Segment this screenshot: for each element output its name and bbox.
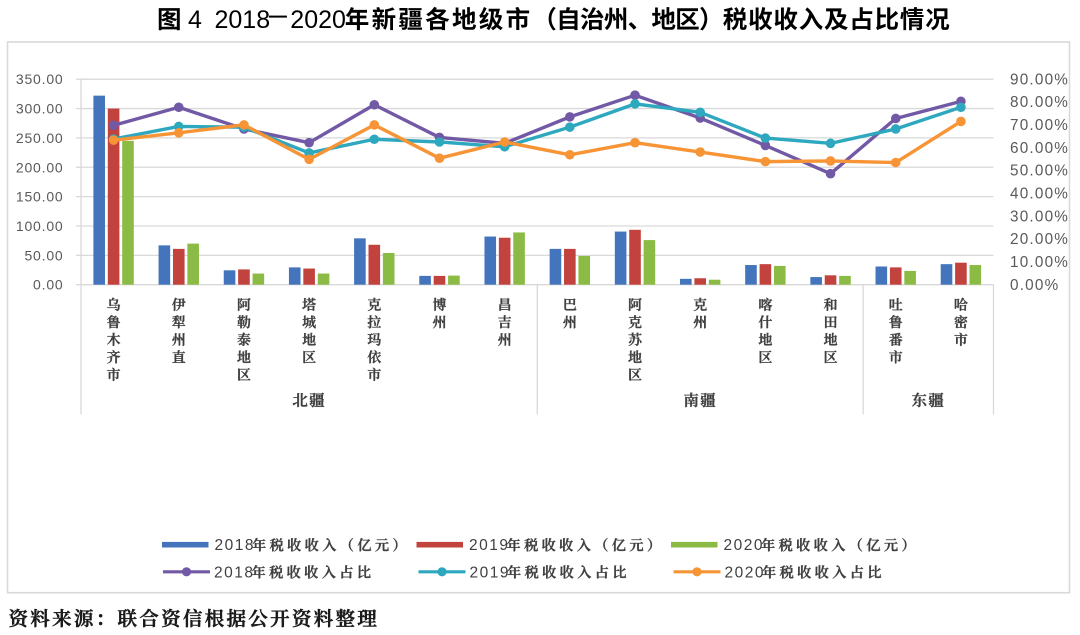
svg-text:10.00%: 10.00% <box>1010 254 1069 271</box>
svg-text:200.00: 200.00 <box>16 159 64 175</box>
svg-text:90.00%: 90.00% <box>1010 71 1069 88</box>
svg-text:300.00: 300.00 <box>16 101 64 117</box>
svg-text:70.00%: 70.00% <box>1010 117 1069 134</box>
svg-text:100.00: 100.00 <box>16 218 64 234</box>
svg-text:2019: 2019 <box>470 564 510 581</box>
svg-text:20.00%: 20.00% <box>1010 231 1069 248</box>
svg-text:30.00%: 30.00% <box>1010 208 1069 225</box>
svg-text:2019: 2019 <box>469 537 509 554</box>
svg-text:350.00: 350.00 <box>16 71 64 87</box>
svg-text:2018: 2018 <box>215 537 255 554</box>
svg-text:150.00: 150.00 <box>16 189 64 205</box>
svg-text:2018: 2018 <box>214 564 254 581</box>
svg-text:2020: 2020 <box>290 6 346 34</box>
svg-text:0.00: 0.00 <box>33 277 63 293</box>
svg-text:60.00%: 60.00% <box>1010 140 1069 157</box>
svg-text:80.00%: 80.00% <box>1010 94 1069 111</box>
svg-text:2020: 2020 <box>725 564 765 581</box>
svg-text:2018: 2018 <box>215 6 271 34</box>
svg-text:4: 4 <box>188 6 202 34</box>
svg-text:2020: 2020 <box>724 537 764 554</box>
svg-text:50.00%: 50.00% <box>1010 163 1069 180</box>
svg-text:0.00%: 0.00% <box>1010 277 1059 294</box>
svg-text:250.00: 250.00 <box>16 130 64 146</box>
svg-text:40.00%: 40.00% <box>1010 186 1069 203</box>
svg-text:50.00: 50.00 <box>24 247 63 263</box>
